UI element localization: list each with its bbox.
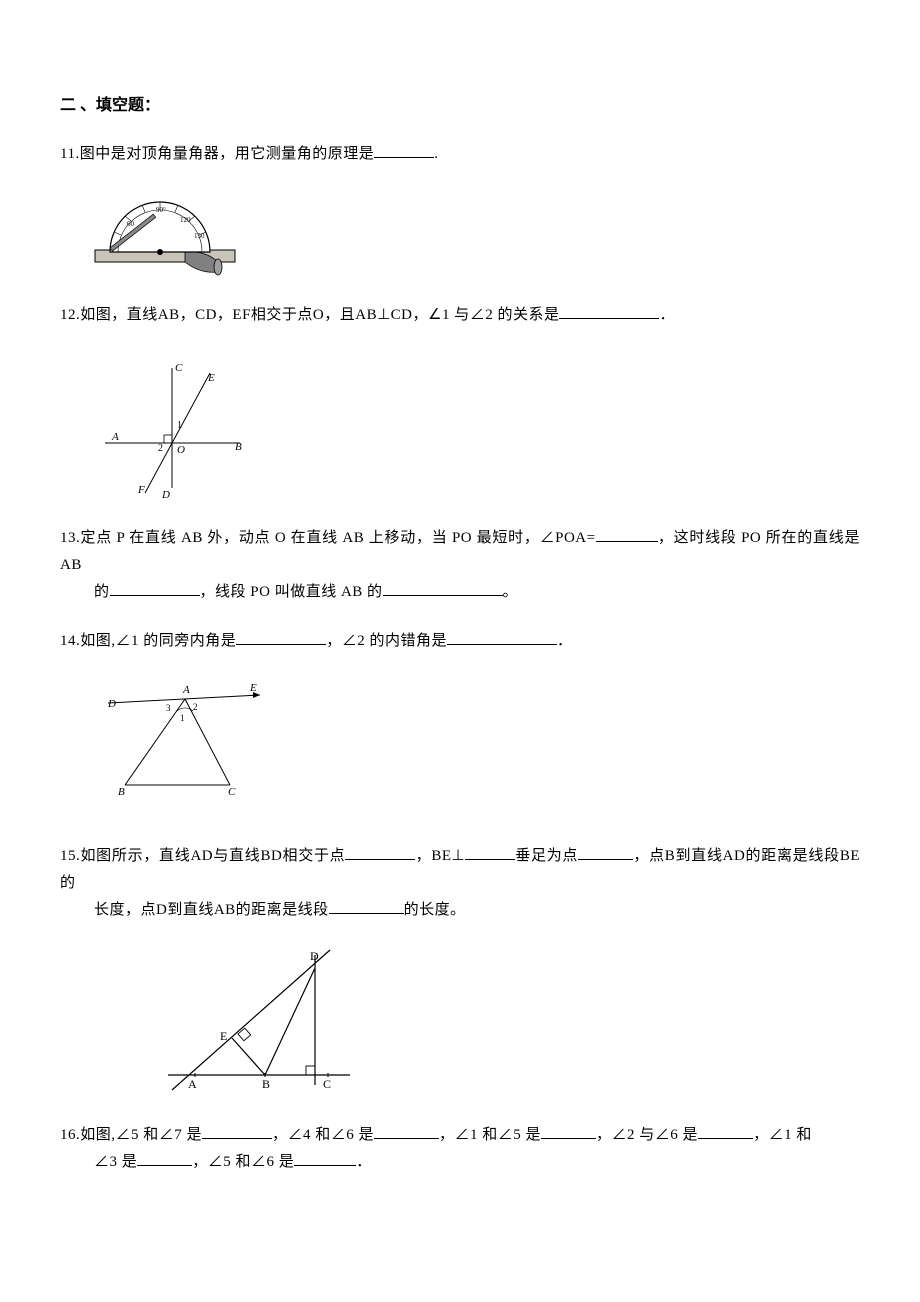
period: ． (557, 633, 573, 649)
q-num: 13. (60, 530, 80, 546)
problem-11: 11.图中是对顶角量角器，用它测量角的原理是. (60, 141, 860, 280)
blank (137, 1151, 192, 1166)
label-E: E (220, 1029, 227, 1043)
label-3: 3 (166, 703, 171, 713)
q-text: ，BE⊥ (415, 848, 465, 864)
q-text: ，∠1 和∠5 是 (439, 1127, 541, 1143)
label-2: 2 (158, 443, 163, 454)
blank (596, 527, 658, 542)
figure-protractor: 60 90° 120 150 (90, 180, 860, 280)
scale-90: 90° (156, 206, 166, 214)
problem-text: 11.图中是对顶角量角器，用它测量角的原理是. (60, 141, 860, 168)
q-text: 图中是对顶角量角器，用它测量角的原理是 (80, 146, 375, 162)
q-text: 如图,∠5 和∠7 是 (80, 1127, 202, 1143)
q-num: 12. (60, 307, 80, 323)
label-E: E (249, 682, 257, 694)
figure-12: A B C D E F O 1 2 (90, 353, 860, 503)
q-text: 如图，直线AB，CD，EF相交于点O，且AB⊥CD，∠1 与∠2 的关系是 (80, 307, 559, 323)
q-num: 11. (60, 146, 80, 162)
label-D: D (310, 949, 319, 963)
problem-13: 13.定点 P 在直线 AB 外，动点 O 在直线 AB 上移动，当 PO 最短… (60, 525, 860, 606)
blank (578, 845, 633, 860)
label-B: B (118, 786, 125, 798)
problem-text: 12.如图，直线AB，CD，EF相交于点O，且AB⊥CD，∠1 与∠2 的关系是… (60, 302, 860, 329)
figure-15: A B C D E (150, 940, 860, 1100)
q-text: 长度，点D到直线AB的距离是线段 (94, 902, 329, 918)
label-F: F (137, 484, 145, 496)
q-num: 14. (60, 633, 80, 649)
blank (202, 1124, 272, 1139)
scale-120: 120 (180, 216, 191, 224)
label-2: 2 (193, 702, 198, 712)
blank (110, 581, 200, 596)
blank (374, 143, 434, 158)
blank (559, 304, 659, 319)
label-C: C (323, 1077, 331, 1091)
q-num: 15. (60, 848, 80, 864)
blank (698, 1124, 753, 1139)
label-A: A (188, 1077, 197, 1091)
q-text: ，∠2 的内错角是 (326, 633, 447, 649)
q-text: 的长度。 (404, 902, 466, 918)
q-text: ． (356, 1154, 372, 1170)
period: . (434, 146, 438, 162)
blank (541, 1124, 596, 1139)
problem-text: 16.如图,∠5 和∠7 是 ，∠4 和∠6 是 ，∠1 和∠5 是 ，∠2 与∠6 … (60, 1122, 860, 1176)
label-B: B (235, 441, 242, 453)
q-text: ∠3 是 (94, 1154, 137, 1170)
blank (447, 630, 557, 645)
problem-text: 13.定点 P 在直线 AB 外，动点 O 在直线 AB 上移动，当 PO 最短… (60, 525, 860, 606)
q-text: 的 (94, 584, 110, 600)
blank (345, 845, 415, 860)
label-C: C (228, 786, 236, 798)
blank (236, 630, 326, 645)
q-text: 。 (503, 584, 519, 600)
label-D: D (161, 489, 170, 501)
label-A: A (182, 684, 190, 696)
problem-16: 16.如图,∠5 和∠7 是 ，∠4 和∠6 是 ，∠1 和∠5 是 ，∠2 与∠6 … (60, 1122, 860, 1176)
q-text: ，线段 PO 叫做直线 AB 的 (200, 584, 383, 600)
blank (294, 1151, 356, 1166)
label-C: C (175, 362, 183, 374)
section-header: 二 、填空题： (60, 92, 860, 121)
q-text: 垂足为点 (515, 848, 578, 864)
label-O: O (177, 444, 185, 456)
q-text: ，∠4 和∠6 是 (272, 1127, 374, 1143)
q-text: ，∠1 和 (753, 1127, 812, 1143)
blank (374, 1124, 439, 1139)
blank (329, 899, 404, 914)
q-text: 如图所示，直线AD与直线BD相交于点 (80, 848, 345, 864)
problem-12: 12.如图，直线AB，CD，EF相交于点O，且AB⊥CD，∠1 与∠2 的关系是… (60, 302, 860, 503)
q-num: 16. (60, 1127, 80, 1143)
problem-text: 15.如图所示，直线AD与直线BD相交于点，BE⊥垂足为点，点B到直线AD的距离… (60, 843, 860, 924)
problem-text: 14.如图,∠1 的同旁内角是 ，∠2 的内错角是 ． (60, 628, 860, 655)
blank (465, 845, 515, 860)
label-1: 1 (180, 713, 185, 723)
label-A: A (111, 431, 119, 443)
problem-15: 15.如图所示，直线AD与直线BD相交于点，BE⊥垂足为点，点B到直线AD的距离… (60, 843, 860, 1100)
problem-14: 14.如图,∠1 的同旁内角是 ，∠2 的内错角是 ． A B C D E 1 2 … (60, 628, 860, 803)
q-text: 定点 P 在直线 AB 外，动点 O 在直线 AB 上移动，当 PO 最短时，∠… (80, 530, 595, 546)
label-B: B (262, 1077, 270, 1091)
q-text: ，∠2 与∠6 是 (596, 1127, 698, 1143)
figure-14: A B C D E 1 2 3 (90, 673, 860, 803)
label-D: D (107, 698, 116, 710)
period: ． (659, 307, 675, 323)
q-text: ，∠5 和∠6 是 (192, 1154, 294, 1170)
scale-150: 150 (194, 232, 205, 240)
label-E: E (207, 372, 215, 384)
blank (383, 581, 503, 596)
scale-60: 60 (127, 220, 135, 228)
q-text: 如图,∠1 的同旁内角是 (80, 633, 236, 649)
label-1: 1 (177, 420, 182, 431)
